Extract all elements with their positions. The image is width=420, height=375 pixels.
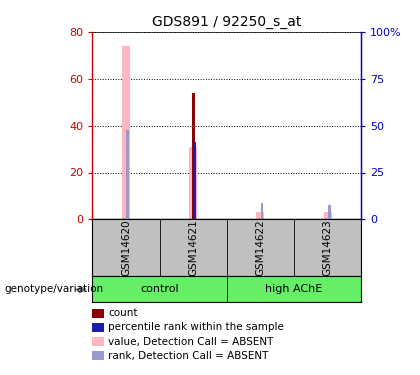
Bar — [323, 212, 332, 219]
Text: percentile rank within the sample: percentile rank within the sample — [108, 322, 284, 332]
Title: GDS891 / 92250_s_at: GDS891 / 92250_s_at — [152, 15, 302, 30]
Text: rank, Detection Call = ABSENT: rank, Detection Call = ABSENT — [108, 351, 269, 361]
Text: high AChE: high AChE — [265, 284, 323, 294]
Text: count: count — [108, 308, 138, 318]
Bar — [256, 212, 265, 219]
Bar — [194, 142, 196, 219]
Text: genotype/variation: genotype/variation — [4, 285, 103, 294]
Bar — [189, 147, 197, 219]
Text: GSM14621: GSM14621 — [188, 219, 198, 276]
Text: value, Detection Call = ABSENT: value, Detection Call = ABSENT — [108, 337, 274, 346]
Text: GSM14623: GSM14623 — [323, 219, 333, 276]
Bar — [122, 46, 130, 219]
Bar — [227, 276, 361, 302]
Text: GSM14620: GSM14620 — [121, 219, 131, 276]
Bar — [92, 276, 227, 302]
Bar — [126, 130, 129, 219]
Bar — [192, 93, 194, 219]
Text: GSM14622: GSM14622 — [255, 219, 265, 276]
Text: control: control — [140, 284, 179, 294]
Bar — [261, 203, 263, 219]
Bar — [328, 206, 331, 219]
